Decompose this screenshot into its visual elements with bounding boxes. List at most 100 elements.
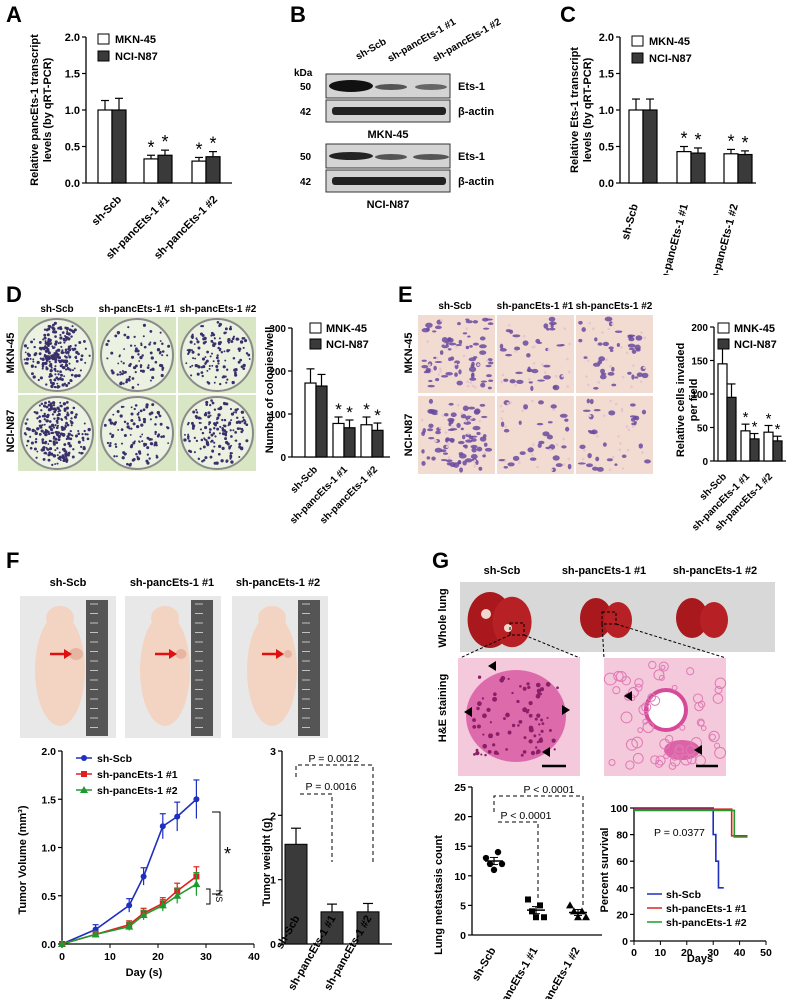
legend-label-ncin87: NCI-N87 [649, 53, 692, 65]
panel-e-ylabel-1: Relative cells invaded [675, 343, 687, 457]
y-tick-label: 2.0 [41, 746, 56, 758]
invaded-cell [471, 372, 475, 377]
y-tick-label: 1.5 [41, 794, 56, 806]
nucleus [493, 750, 499, 755]
invaded-cell [550, 323, 554, 329]
colony [24, 422, 28, 425]
membrane-pore [585, 375, 588, 378]
colony [203, 336, 207, 341]
colony [151, 376, 155, 380]
alveolus [638, 704, 650, 716]
colony [196, 416, 199, 419]
colony [218, 322, 223, 327]
data-point [570, 907, 578, 915]
colony [67, 451, 71, 455]
nucleus [541, 722, 545, 726]
membrane-pore [614, 402, 618, 406]
invaded-cell [500, 421, 505, 428]
invaded-cell [536, 422, 544, 426]
colony [72, 448, 75, 451]
colony [224, 327, 228, 331]
colony [25, 357, 30, 361]
colony [88, 354, 91, 357]
colony [166, 426, 168, 429]
colony [62, 402, 67, 406]
significance-star: * [147, 137, 154, 157]
colony [53, 385, 56, 389]
data-point [486, 860, 494, 868]
colony [57, 356, 62, 360]
invaded-cell [599, 374, 607, 380]
colony [109, 421, 114, 425]
membrane-pore [501, 373, 505, 377]
nucleus [518, 719, 523, 724]
colony [74, 434, 79, 438]
protein-label-4: β-actin [458, 176, 494, 188]
colony [57, 434, 61, 438]
nucleus [528, 713, 533, 718]
colony [68, 362, 71, 365]
colony [224, 359, 227, 362]
invaded-cell [631, 374, 635, 380]
invaded-cell [538, 400, 544, 405]
colony [212, 360, 215, 363]
invaded-cell [427, 428, 434, 432]
colony [151, 403, 155, 407]
membrane-pore [528, 377, 531, 381]
colony [61, 331, 65, 335]
zoom-line [615, 623, 727, 659]
colony [204, 456, 208, 460]
p-value-1: P < 0.0001 [524, 784, 575, 796]
colony [146, 366, 150, 369]
y-tick-label: 80 [616, 830, 628, 842]
panel-g-photo-label-3: sh-pancEts-1 #2 [673, 565, 757, 577]
invaded-cell [631, 422, 637, 426]
alveolus [612, 686, 621, 695]
colony [222, 429, 227, 433]
invaded-cell [428, 409, 436, 415]
colony [77, 352, 80, 356]
colony [146, 461, 150, 465]
colony [47, 403, 51, 407]
colony [242, 416, 245, 419]
colony [31, 428, 35, 433]
legend-label-2: sh-pancEts-1 #2 [666, 917, 747, 929]
colony [150, 442, 154, 446]
colony [56, 414, 59, 417]
data-point [125, 922, 134, 930]
zoom-line [601, 623, 605, 659]
panel-e-row-1: MKN-45 [403, 333, 415, 374]
colony [40, 429, 44, 433]
colony [229, 455, 233, 459]
colony [190, 421, 194, 425]
legend-swatch-mkn45 [631, 35, 644, 47]
colony [201, 357, 206, 361]
colony [228, 422, 231, 426]
membrane-pore [521, 409, 524, 413]
colony [208, 365, 211, 368]
y-tick-label: 100 [269, 410, 286, 421]
colony [242, 418, 246, 422]
colony [230, 339, 234, 343]
colony [42, 414, 47, 418]
colony [42, 457, 46, 461]
invaded-cell [596, 467, 604, 472]
invaded-cell [567, 463, 572, 470]
colony [161, 350, 165, 353]
colony [161, 354, 164, 357]
colony [51, 382, 55, 386]
colony [127, 326, 130, 329]
colony [201, 431, 205, 435]
colony [52, 437, 55, 440]
alveolus [628, 687, 639, 698]
colony [207, 411, 211, 415]
membrane-pore [555, 443, 559, 446]
colony [24, 351, 27, 354]
colony [196, 340, 200, 344]
invaded-cell [445, 459, 453, 463]
colony [191, 350, 195, 354]
colony [210, 433, 214, 437]
membrane-pore [430, 369, 434, 373]
colony [219, 347, 222, 351]
nucleus [507, 730, 512, 735]
